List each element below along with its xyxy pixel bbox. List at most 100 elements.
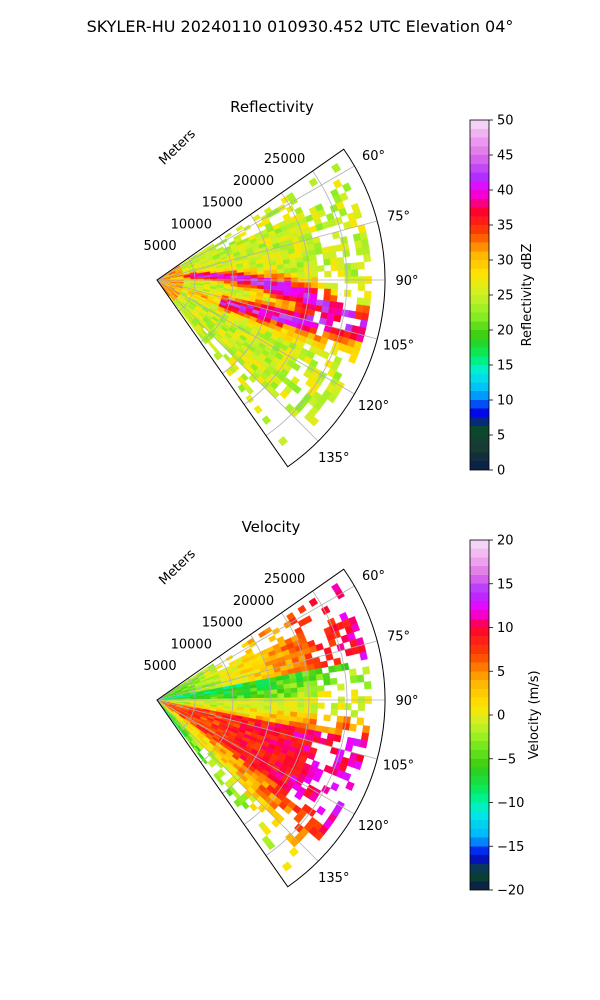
velocity-range-tick-label: 5000 [144, 659, 177, 674]
velocity-gate [302, 675, 311, 683]
velocity-gate [295, 676, 304, 683]
velocity-gate [263, 701, 272, 707]
velocity-gate [207, 760, 215, 768]
velocity-gate [342, 722, 351, 731]
velocity-azimuth-spoke [156, 699, 378, 760]
velocity-gate [257, 701, 265, 706]
reflectivity-gate [354, 240, 363, 249]
velocity-azimuth-ticks: 60° 75° 90° 105° 120° 135° [318, 569, 418, 886]
velocity-gate [323, 678, 331, 686]
velocity-gate [217, 696, 225, 700]
velocity-gate [250, 701, 258, 706]
reflectivity-gate [297, 266, 305, 273]
velocity-gate [312, 773, 322, 783]
velocity-colorbar-tick-label: 15 [497, 577, 514, 592]
velocity-gate [296, 712, 305, 719]
velocity-gate [330, 702, 339, 710]
reflectivity-gate [276, 264, 285, 270]
velocity-gate [270, 689, 278, 695]
velocity-range-tick-label: 25000 [264, 572, 305, 587]
velocity-gate [296, 681, 305, 688]
reflectivity-gate [315, 299, 324, 307]
reflectivity-azimuth-spoke [156, 279, 355, 395]
velocity-gate [283, 706, 292, 712]
reflectivity-range-ring [200, 236, 234, 343]
reflectivity-gate [297, 287, 305, 294]
reflectivity-gate [213, 352, 221, 361]
velocity-range-ring [200, 656, 234, 763]
reflectivity-gate [279, 389, 289, 400]
reflectivity-gate [230, 275, 238, 279]
reflectivity-gate [341, 182, 352, 193]
reflectivity-gate [237, 272, 245, 276]
reflectivity-gate [342, 249, 351, 258]
reflectivity-gate [330, 288, 338, 296]
reflectivity-gate [303, 287, 312, 294]
reflectivity-gate [329, 295, 338, 303]
velocity-gate [223, 695, 231, 699]
velocity-gate [348, 723, 357, 732]
reflectivity-azimuth-spoke [156, 279, 319, 442]
reflectivity-gate [310, 287, 318, 295]
reflectivity-gate [351, 269, 359, 277]
velocity-gate [268, 634, 277, 643]
reflectivity-azimuth-spoke [156, 279, 378, 340]
velocity-azimuth-spoke [156, 699, 319, 862]
reflectivity-gate [354, 311, 363, 320]
velocity-gate [350, 710, 359, 718]
reflectivity-colorbar-tick-label: 20 [497, 324, 514, 339]
velocity-azimuth-spoke [156, 640, 378, 701]
reflectivity-gate [237, 275, 245, 279]
reflectivity-colorbar-tick-label: 50 [497, 114, 514, 129]
reflectivity-gate [283, 286, 292, 292]
reflectivity-gate [335, 301, 344, 310]
velocity-gate [210, 696, 218, 700]
velocity-azimuth-tick-label: 135° [318, 871, 349, 886]
velocity-gate [335, 721, 344, 730]
reflectivity-gate [343, 262, 352, 271]
velocity-gate [310, 691, 319, 698]
reflectivity-gate [330, 282, 339, 290]
reflectivity-gate [323, 258, 331, 266]
velocity-gate [343, 716, 351, 724]
velocity-gate [288, 846, 300, 858]
velocity-gate [297, 692, 305, 698]
reflectivity-gate [261, 415, 272, 425]
reflectivity-gate [277, 436, 289, 447]
velocity-gate [308, 597, 319, 607]
velocity-colorbar-ticks: −20 −15 −10 −5 0 5 10 15 20 [489, 534, 524, 899]
reflectivity-range-ticks: 5000 10000 15000 20000 25000 [144, 152, 306, 254]
velocity-gate [290, 702, 298, 708]
reflectivity-gate [337, 263, 345, 271]
reflectivity-range-tick-label: 20000 [233, 174, 274, 189]
reflectivity-gate [270, 281, 278, 287]
reflectivity-colorbar-ticks: 0 5 10 15 20 25 30 35 40 45 50 [489, 114, 514, 479]
reflectivity-gate [243, 281, 252, 286]
reflectivity-gate [284, 282, 292, 288]
velocity-gate [297, 686, 305, 693]
reflectivity-gate [292, 384, 302, 395]
reflectivity-gate [350, 262, 359, 270]
velocity-gate [233, 798, 242, 808]
reflectivity-gate [263, 265, 271, 271]
velocity-gate [290, 687, 298, 694]
velocity-gate [324, 690, 332, 698]
velocity-gate [336, 715, 345, 724]
reflectivity-azimuth-spoke [156, 220, 378, 281]
reflectivity-range-ring [265, 170, 348, 436]
reflectivity-gate [243, 274, 252, 279]
velocity-colorbar-tick-label: −20 [497, 884, 524, 899]
reflectivity-gate [270, 265, 278, 271]
velocity-gate [315, 673, 324, 681]
figure-title: SKYLER-HU 20240110 010930.452 UTC Elevat… [87, 17, 514, 36]
velocity-gate [217, 777, 225, 786]
velocity-gate [203, 697, 211, 700]
velocity-colorbar-tick-label: 10 [497, 621, 514, 636]
reflectivity-gate [360, 312, 370, 322]
reflectivity-colorbar-tick-label: 5 [497, 429, 505, 444]
reflectivity-gate [329, 257, 338, 265]
velocity-gate [351, 689, 359, 697]
reflectivity-gate [339, 191, 349, 202]
reflectivity-gate [363, 290, 372, 299]
velocity-gate [294, 791, 304, 801]
